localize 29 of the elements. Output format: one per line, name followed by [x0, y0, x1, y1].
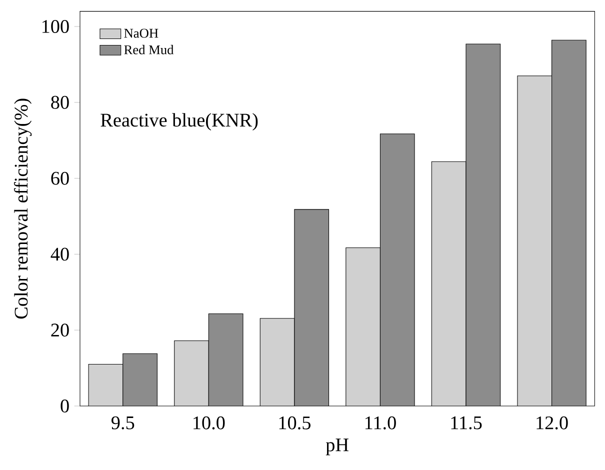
annotation: Reactive blue(KNR) — [100, 113, 258, 131]
bar — [552, 40, 586, 406]
x-tick-label: 11.0 — [365, 416, 396, 430]
bar — [208, 314, 243, 406]
y-tick-label: 20 — [51, 324, 69, 337]
bar — [380, 134, 415, 406]
y-tick-label: 60 — [51, 172, 69, 185]
bar — [346, 248, 380, 406]
x-tick-label: 9.5 — [112, 416, 134, 430]
y-axis-title: Color removal efficiency(%) — [14, 98, 32, 319]
legend-label: Red Mud — [124, 44, 174, 54]
x-tick-label: 10.0 — [194, 416, 225, 430]
bar — [432, 162, 466, 406]
bar — [260, 318, 294, 406]
legend-label: NaOH — [124, 28, 158, 38]
y-tick-label: 40 — [50, 248, 69, 261]
y-tick-label: 80 — [51, 96, 69, 109]
y-tick-label: 0 — [60, 400, 69, 412]
bar — [517, 76, 552, 406]
bar — [174, 340, 209, 406]
x-tick-label: 12.0 — [536, 416, 568, 430]
bar — [88, 364, 123, 406]
x-tick-label: 10.5 — [279, 416, 310, 430]
y-tick-label: 100 — [42, 20, 69, 33]
bar — [294, 209, 329, 406]
bar — [466, 44, 500, 406]
bar — [122, 354, 158, 406]
x-axis-title: pH — [326, 438, 348, 456]
x-tick-label: 11.5 — [451, 416, 482, 430]
